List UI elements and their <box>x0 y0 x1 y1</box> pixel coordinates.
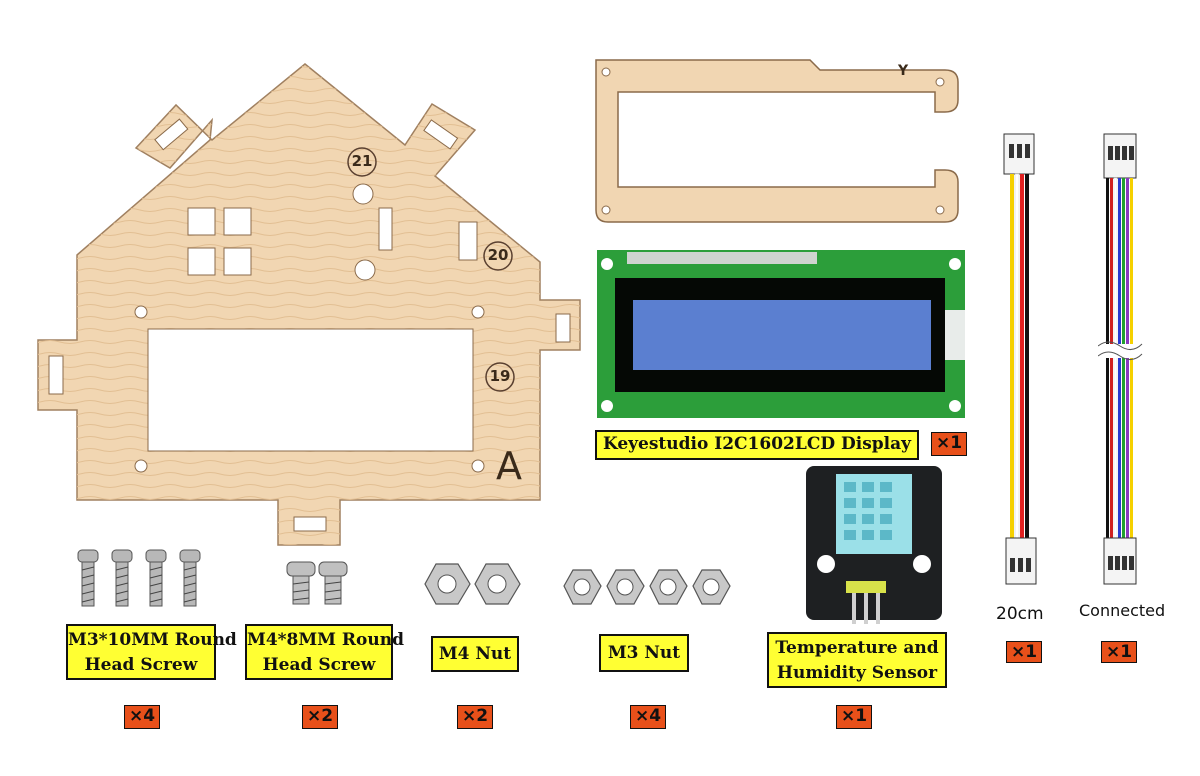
engraving-letter-y: Y <box>898 63 909 79</box>
m3-nut-label: M3 Nut <box>599 634 689 672</box>
m4-screw-label: M4*8MM Round Head Screw <box>245 624 404 680</box>
m4-screw-label-line2: Head Screw <box>262 655 376 675</box>
engraving-21: 21 <box>351 152 373 170</box>
sensor-label-line2: Humidity Sensor <box>776 663 938 683</box>
cable-connected-caption: Connected <box>1079 601 1166 620</box>
m4-nut-label: M4 Nut <box>431 636 519 672</box>
m3-screw-label: M3*10MM Round Head Screw <box>66 624 237 680</box>
sensor-qty-badge: ×1 <box>836 705 872 729</box>
cable-20cm-caption: 20cm <box>996 604 1044 624</box>
sensor-label: Temperature and Humidity Sensor <box>767 632 947 688</box>
cable-20cm <box>1003 133 1037 585</box>
cable-connected <box>1098 133 1143 585</box>
cable-20cm-qty-badge: ×1 <box>1006 641 1042 663</box>
m4-screw-label-line1: M4*8MM Round <box>247 630 404 650</box>
lcd-qty-badge: ×1 <box>931 432 967 456</box>
dht11-sensor-module <box>806 466 942 624</box>
m3-screw-qty-badge: ×4 <box>124 705 160 729</box>
lcd-module <box>597 250 965 418</box>
engraving-20: 20 <box>487 246 509 264</box>
m4-nuts <box>424 563 521 605</box>
m4-screws <box>286 561 348 605</box>
lcd-label: Keyestudio I2C1602LCD Display <box>595 430 919 460</box>
cable-connected-qty-badge: ×1 <box>1101 641 1137 663</box>
m4-nut-qty-badge: ×2 <box>457 705 493 729</box>
m3-screw-label-line2: Head Screw <box>84 655 198 675</box>
engraving-19: 19 <box>489 367 511 385</box>
bracket-y <box>595 59 959 223</box>
engraving-letter-a: A <box>496 444 522 488</box>
m3-nut-qty-badge: ×4 <box>630 705 666 729</box>
m3-screws <box>77 549 201 607</box>
m3-nuts <box>563 569 731 605</box>
house-panel-a <box>37 63 581 546</box>
sensor-label-line1: Temperature and <box>775 638 939 658</box>
m4-screw-qty-badge: ×2 <box>302 705 338 729</box>
m3-screw-label-line1: M3*10MM Round <box>68 630 237 650</box>
